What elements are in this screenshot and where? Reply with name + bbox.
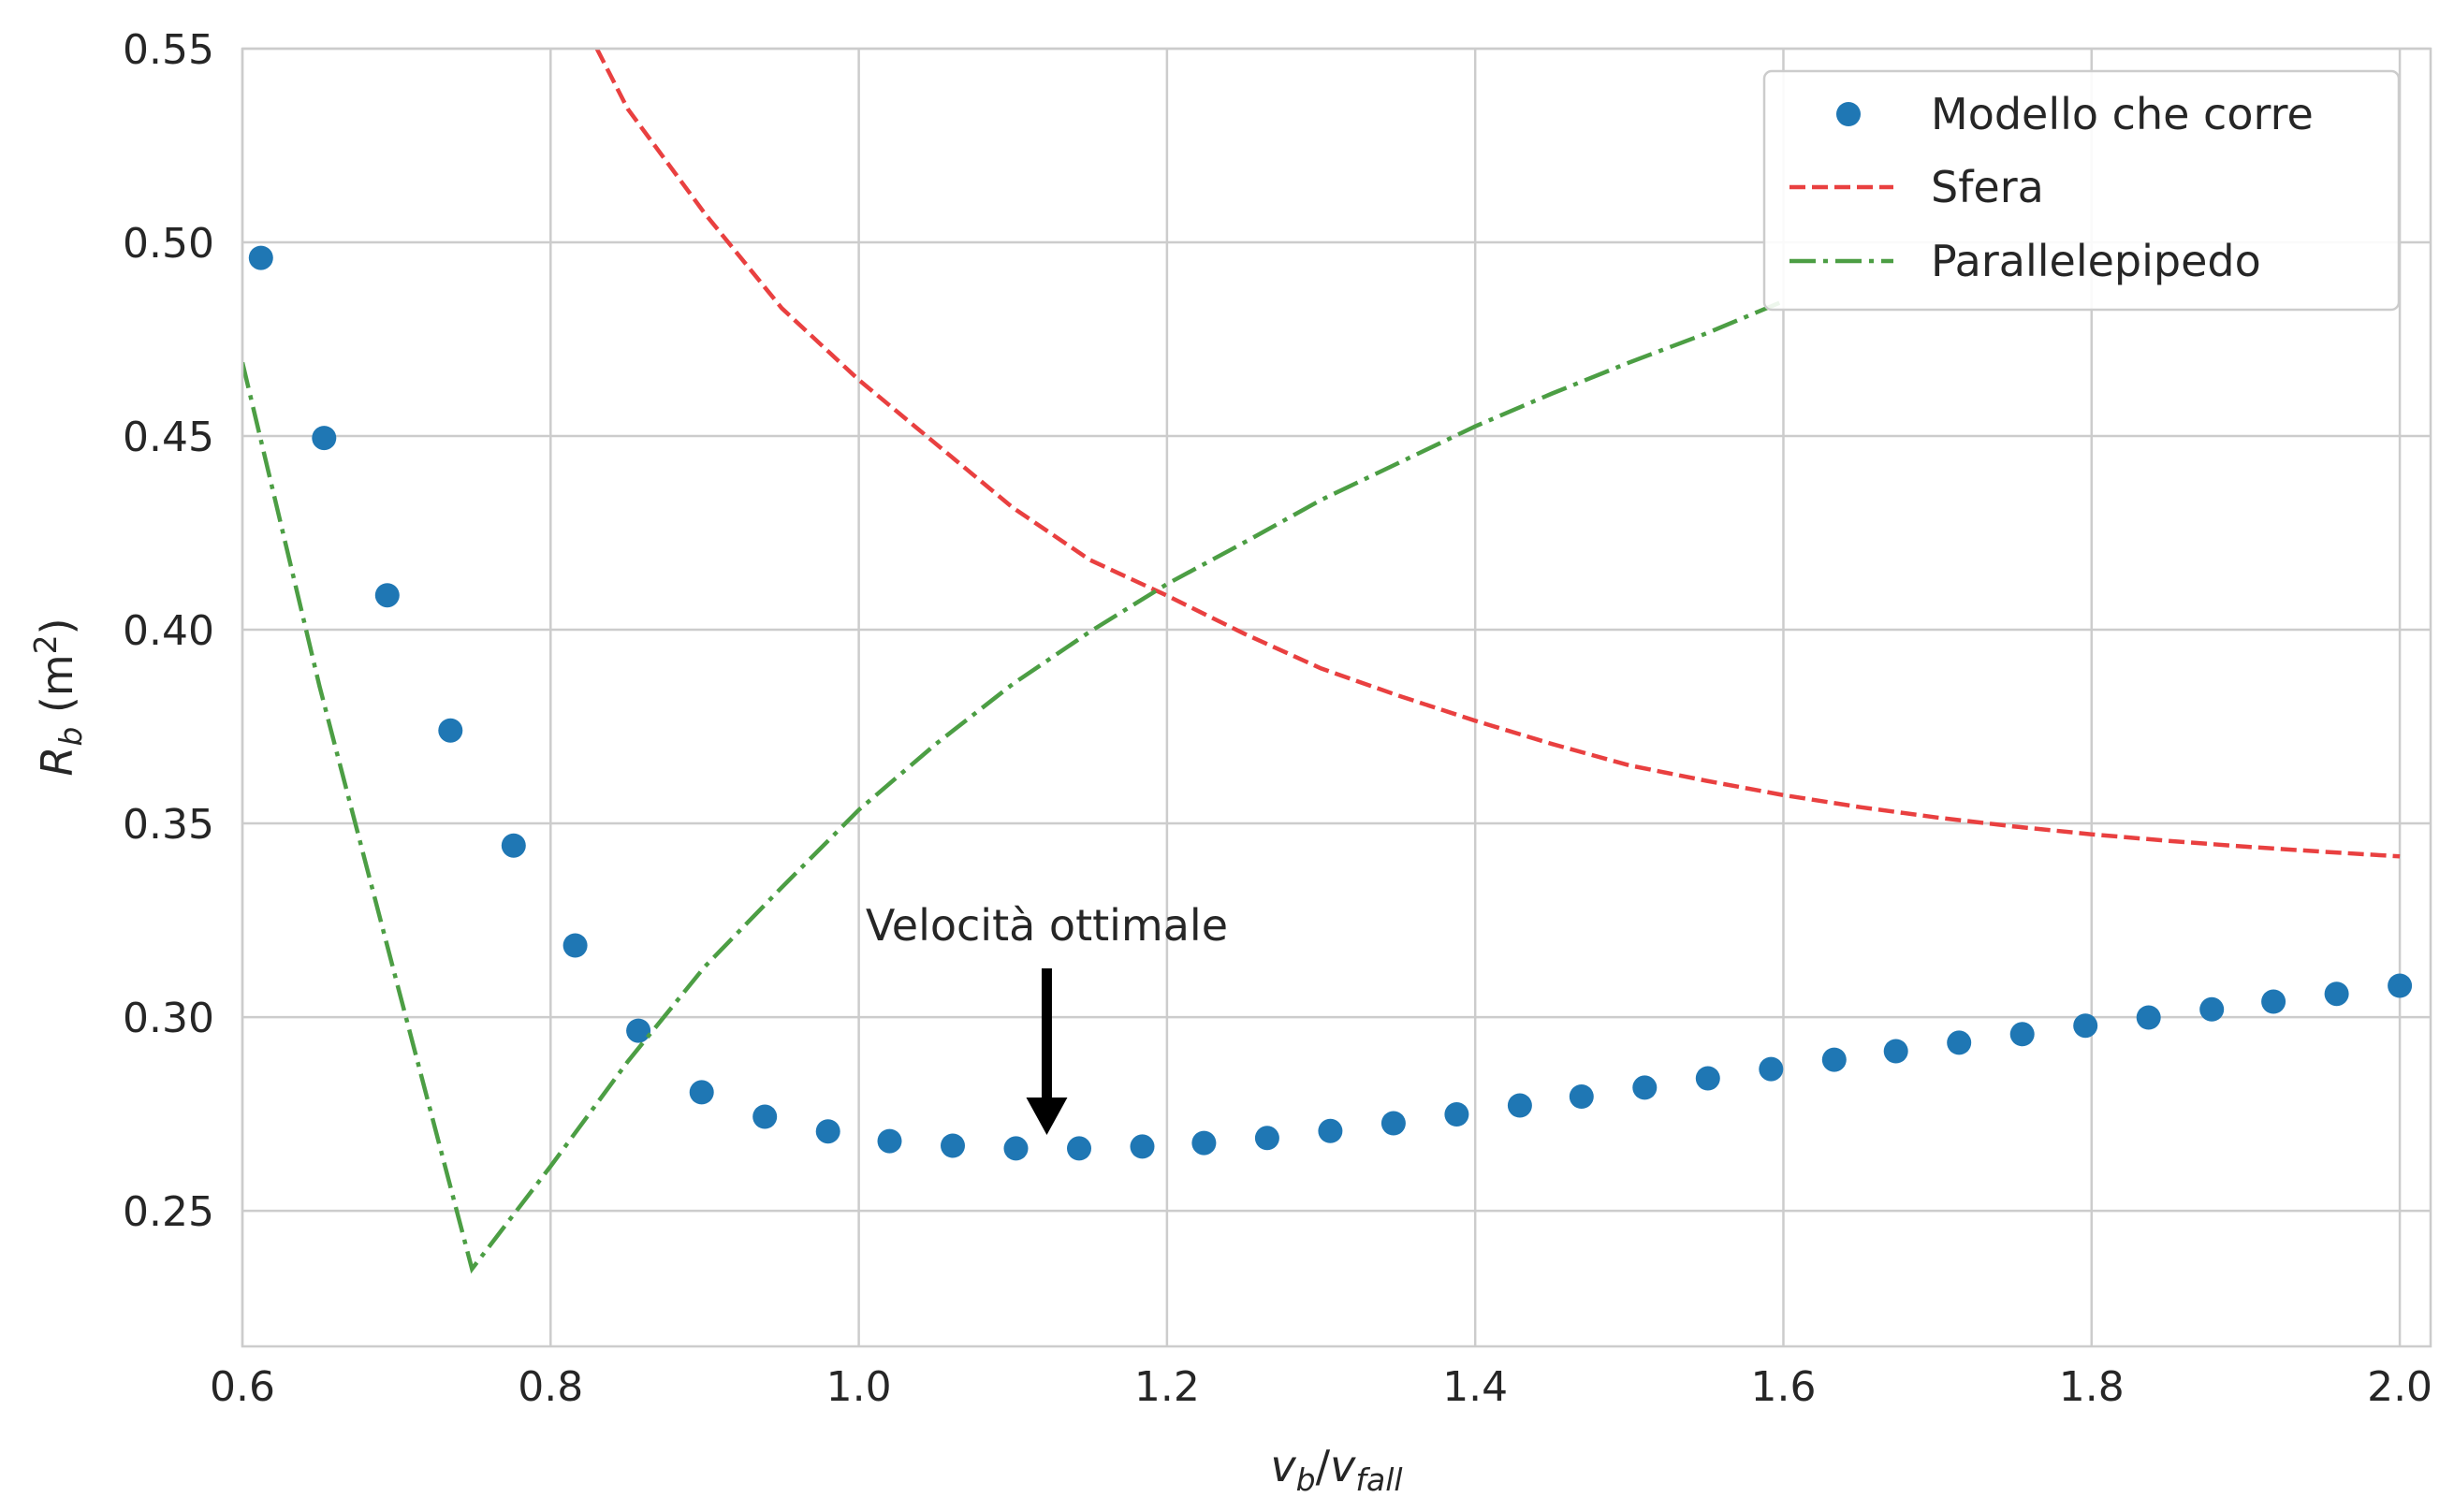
data-point-modello-che-corre <box>1507 1093 1532 1118</box>
data-point-modello-che-corre <box>689 1080 714 1105</box>
data-point-modello-che-corre <box>2009 1022 2035 1047</box>
x-tick-label: 0.8 <box>518 1363 583 1411</box>
data-point-modello-che-corre <box>2199 996 2225 1022</box>
data-point-modello-che-corre <box>752 1104 778 1129</box>
data-point-modello-che-corre <box>1759 1056 1784 1082</box>
data-point-modello-che-corre <box>501 833 526 858</box>
data-point-modello-che-corre <box>877 1128 902 1154</box>
y-tick-label: 0.35 <box>123 801 214 849</box>
x-tick-labels: 0.6 0.8 1.0 1.2 1.4 1.6 1.8 2.0 <box>210 1363 2432 1411</box>
data-point-modello-che-corre <box>2261 989 2286 1014</box>
annotation-arrow-head <box>1026 1097 1068 1135</box>
series-line-parallelepipedo <box>242 298 1785 1274</box>
y-tick-labels: 0.25 0.30 0.35 0.40 0.45 0.50 0.55 <box>123 26 214 1236</box>
data-point-modello-che-corre <box>2324 981 2349 1007</box>
data-point-modello-che-corre <box>815 1119 840 1144</box>
legend-label-sfera: Sfera <box>1931 162 2044 212</box>
data-point-modello-che-corre <box>1254 1126 1279 1151</box>
data-point-modello-che-corre <box>562 933 588 958</box>
data-point-modello-che-corre <box>1003 1136 1029 1161</box>
series-layer <box>242 49 2413 1274</box>
x-tick-label: 0.6 <box>210 1363 275 1411</box>
x-tick-label: 1.6 <box>1750 1363 1816 1411</box>
optimal-velocity-annotation: Velocità ottimale <box>866 900 1228 1135</box>
legend-label-modello: Modello che corre <box>1931 89 2314 139</box>
data-point-modello-che-corre <box>2136 1005 2161 1030</box>
x-tick-label: 2.0 <box>2367 1363 2432 1411</box>
y-axis-label: Rb (m2) <box>27 618 89 776</box>
data-point-modello-che-corre <box>248 245 273 270</box>
legend-marker-modello <box>1836 102 1861 126</box>
y-tick-label: 0.50 <box>123 220 214 268</box>
data-point-modello-che-corre <box>1380 1111 1406 1136</box>
x-tick-label: 1.0 <box>826 1363 892 1411</box>
data-point-modello-che-corre <box>1883 1039 1908 1064</box>
data-point-modello-che-corre <box>2388 973 2413 998</box>
y-tick-label: 0.45 <box>123 414 214 461</box>
data-point-modello-che-corre <box>1632 1075 1658 1100</box>
x-axis-label: vb/vfall <box>1270 1441 1402 1498</box>
data-point-modello-che-corre <box>2073 1013 2098 1039</box>
x-tick-label: 1.4 <box>1442 1363 1508 1411</box>
data-point-modello-che-corre <box>312 426 337 451</box>
plot-frame <box>241 47 2432 1348</box>
x-tick-label: 1.2 <box>1134 1363 1200 1411</box>
legend: Modello che corre Sfera Parallelepipedo <box>1762 69 2401 312</box>
y-tick-label: 0.25 <box>123 1188 214 1236</box>
data-point-modello-che-corre <box>1191 1130 1217 1156</box>
annotation-text: Velocità ottimale <box>866 900 1228 951</box>
y-tick-label: 0.40 <box>123 607 214 655</box>
data-point-modello-che-corre <box>1569 1084 1594 1109</box>
x-tick-label: 1.8 <box>2059 1363 2125 1411</box>
legend-label-parallelepipedo: Parallelepipedo <box>1931 236 2261 286</box>
data-point-modello-che-corre <box>438 718 463 743</box>
data-point-modello-che-corre <box>1067 1136 1091 1161</box>
data-point-modello-che-corre <box>1444 1102 1469 1127</box>
data-point-modello-che-corre <box>1695 1066 1720 1091</box>
legend-box <box>1762 69 2401 312</box>
data-point-modello-che-corre <box>1821 1047 1847 1072</box>
data-point-modello-che-corre <box>1318 1118 1343 1143</box>
data-point-modello-che-corre <box>1947 1030 1972 1055</box>
y-tick-label: 0.30 <box>123 995 214 1042</box>
y-tick-label: 0.55 <box>123 26 214 74</box>
data-point-modello-che-corre <box>374 583 400 608</box>
data-point-modello-che-corre <box>626 1018 651 1043</box>
series-line-sfera <box>594 49 2401 859</box>
data-point-modello-che-corre <box>1130 1134 1155 1159</box>
data-point-modello-che-corre <box>941 1133 965 1158</box>
